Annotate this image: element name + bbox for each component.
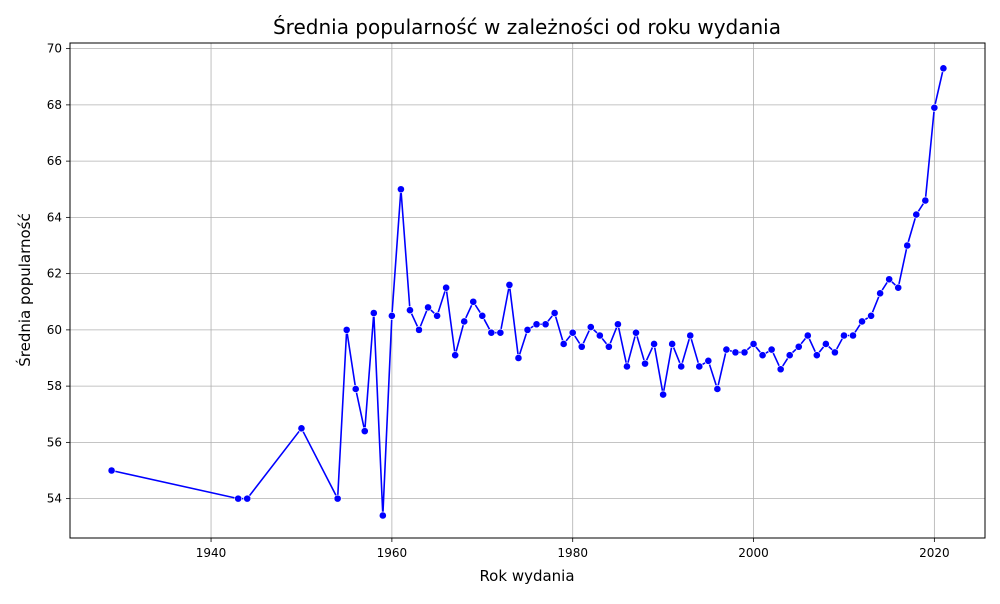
data-point bbox=[704, 356, 713, 365]
data-point bbox=[568, 328, 577, 337]
data-point bbox=[812, 351, 821, 360]
data-point bbox=[360, 427, 369, 436]
x-tick-label: 2000 bbox=[738, 546, 769, 560]
data-point bbox=[623, 362, 631, 371]
data-point bbox=[686, 331, 695, 340]
data-point bbox=[858, 317, 866, 326]
data-point bbox=[234, 494, 243, 503]
data-point bbox=[794, 342, 803, 351]
data-point bbox=[785, 351, 794, 360]
data-point bbox=[930, 103, 939, 112]
data-point bbox=[604, 342, 613, 351]
data-point bbox=[595, 331, 604, 340]
data-point bbox=[894, 283, 903, 292]
data-point bbox=[505, 280, 514, 289]
data-point bbox=[840, 331, 848, 340]
y-tick-label: 56 bbox=[47, 435, 62, 449]
data-point bbox=[876, 289, 885, 298]
data-point bbox=[695, 362, 704, 371]
data-point bbox=[740, 348, 749, 357]
data-point bbox=[776, 365, 785, 374]
data-point bbox=[668, 340, 677, 348]
y-axis-label: Średnia popularność bbox=[15, 213, 34, 366]
data-point bbox=[397, 185, 405, 194]
y-tick-label: 60 bbox=[47, 323, 62, 337]
data-point bbox=[496, 328, 505, 337]
data-point bbox=[387, 311, 396, 320]
data-point bbox=[821, 340, 830, 348]
data-point bbox=[532, 320, 541, 329]
y-tick-label: 54 bbox=[47, 492, 62, 506]
x-tick-label: 1980 bbox=[557, 546, 588, 560]
data-point bbox=[921, 196, 930, 205]
data-point bbox=[677, 362, 686, 371]
x-axis-ticks: 1940 1960 1980 2000 2020 bbox=[196, 538, 950, 560]
data-point bbox=[541, 320, 550, 329]
series-line bbox=[111, 68, 945, 516]
data-point bbox=[758, 351, 767, 360]
data-point bbox=[713, 385, 722, 393]
data-point bbox=[442, 283, 451, 292]
chart-title: Średnia popularność w zależności od roku… bbox=[273, 15, 781, 39]
data-point bbox=[460, 317, 469, 326]
data-point bbox=[351, 385, 360, 393]
data-point bbox=[523, 325, 532, 334]
data-point bbox=[297, 424, 306, 433]
grid bbox=[70, 43, 985, 538]
data-point bbox=[514, 354, 523, 362]
y-tick-label: 68 bbox=[47, 98, 62, 112]
x-tick-label: 1940 bbox=[196, 546, 227, 560]
data-point bbox=[849, 331, 857, 340]
y-tick-label: 70 bbox=[47, 42, 62, 56]
y-tick-label: 62 bbox=[47, 267, 62, 281]
data-point bbox=[333, 494, 342, 503]
data-point bbox=[559, 340, 568, 348]
data-point bbox=[885, 275, 894, 284]
data-point bbox=[550, 309, 559, 317]
data-point bbox=[433, 311, 441, 320]
data-point bbox=[487, 328, 496, 337]
data-point bbox=[912, 210, 921, 219]
data-point bbox=[903, 241, 912, 250]
x-tick-label: 2020 bbox=[919, 546, 950, 560]
data-point bbox=[243, 494, 252, 503]
data-point bbox=[831, 348, 839, 357]
data-point bbox=[641, 359, 649, 368]
data-point bbox=[867, 311, 875, 320]
data-point bbox=[803, 331, 812, 340]
data-point bbox=[342, 325, 351, 334]
plot-frame bbox=[69, 42, 986, 539]
data-point bbox=[632, 328, 640, 337]
data-point bbox=[939, 64, 948, 73]
data-point bbox=[451, 351, 460, 360]
data-point bbox=[749, 340, 758, 348]
data-point bbox=[107, 466, 116, 475]
data-point bbox=[659, 390, 668, 399]
x-axis-label: Rok wydania bbox=[479, 567, 574, 585]
y-axis-ticks: 54 56 58 60 62 64 66 68 70 bbox=[47, 42, 70, 506]
data-point bbox=[406, 306, 414, 315]
data-point bbox=[469, 297, 478, 306]
data-point bbox=[767, 345, 776, 354]
data-point bbox=[577, 342, 586, 351]
data-point bbox=[369, 309, 378, 317]
data-point bbox=[478, 311, 487, 320]
data-point bbox=[722, 345, 731, 354]
y-tick-label: 66 bbox=[47, 154, 62, 168]
y-tick-label: 64 bbox=[47, 210, 62, 224]
data-point bbox=[415, 325, 423, 334]
series-layer bbox=[107, 64, 948, 520]
data-point bbox=[650, 340, 658, 348]
data-point bbox=[731, 348, 740, 357]
y-tick-label: 58 bbox=[47, 379, 62, 393]
data-point bbox=[586, 323, 595, 331]
data-point bbox=[424, 303, 432, 312]
x-tick-label: 1960 bbox=[377, 546, 408, 560]
data-point bbox=[614, 320, 622, 329]
data-point bbox=[378, 511, 387, 520]
